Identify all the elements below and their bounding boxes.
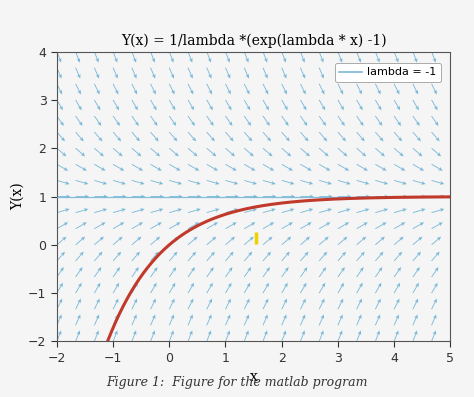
Y-axis label: Y(x): Y(x) [11, 183, 25, 210]
X-axis label: x: x [250, 370, 257, 384]
Title: Y(x) = 1/lambda *(exp(lambda * x) -1): Y(x) = 1/lambda *(exp(lambda * x) -1) [121, 33, 386, 48]
Legend: lambda = -1: lambda = -1 [335, 63, 441, 82]
Text: Figure 1:  Figure for the matlab program: Figure 1: Figure for the matlab program [106, 376, 368, 389]
